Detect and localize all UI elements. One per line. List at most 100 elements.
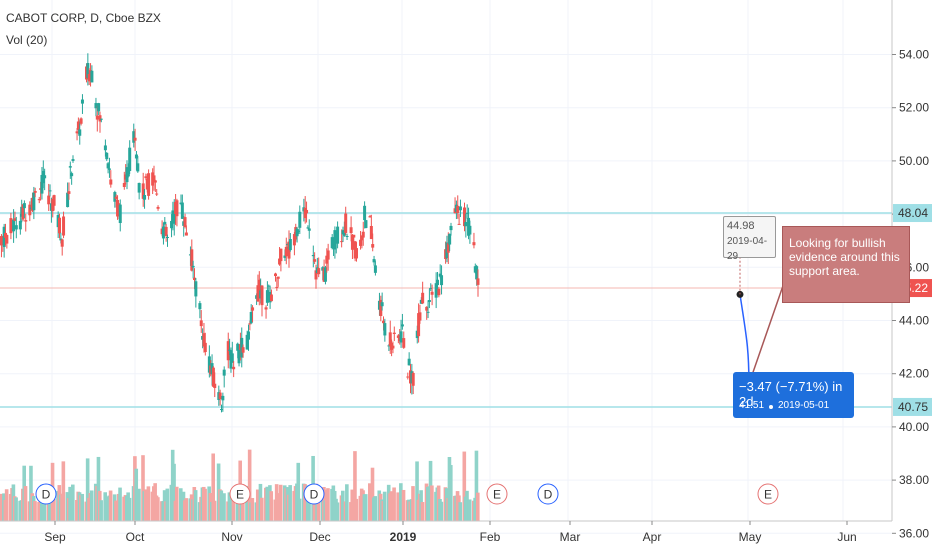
callout-text: Looking for bullish evidence around this…: [789, 236, 900, 278]
candle-body: [32, 192, 36, 211]
candle-body: [152, 175, 156, 182]
candle-body: [71, 159, 75, 161]
candle-body: [134, 154, 138, 159]
candle-body: [295, 228, 299, 237]
earnings-marker-icon[interactable]: [757, 483, 779, 505]
candle-body: [267, 285, 271, 287]
candle-body: [364, 220, 368, 228]
candle-body: [407, 358, 411, 366]
candle-body: [175, 200, 179, 217]
candle-body: [144, 176, 148, 179]
hover-tooltip: 44.98 2019-04-29: [723, 216, 776, 262]
candle-body: [132, 131, 136, 143]
earnings-marker-icon[interactable]: [486, 483, 508, 505]
volume-bar: [118, 487, 122, 521]
candle-body: [458, 206, 462, 211]
candle-body: [388, 332, 392, 347]
measure-change: −3.47 (−7.71%) in 2d: [739, 379, 843, 409]
measure-date: 2019-05-01: [778, 400, 830, 411]
candle-body: [275, 286, 279, 288]
candle-body: [5, 234, 9, 244]
candle-body: [221, 395, 225, 401]
candle-body: [411, 372, 415, 386]
volume-bar: [382, 491, 387, 521]
volume-bar: [392, 487, 396, 521]
volume-bar: [80, 493, 85, 521]
candle-body: [456, 205, 460, 214]
volume-bar: [449, 465, 453, 521]
candle-body: [136, 163, 140, 172]
candle-body: [340, 241, 344, 243]
callout-note[interactable]: Looking for bullish evidence around this…: [782, 226, 910, 303]
candle-body: [372, 259, 376, 263]
volume-bar: [467, 499, 472, 521]
volume-bar: [462, 451, 467, 521]
candle-body: [184, 232, 188, 236]
volume-bar: [23, 486, 28, 521]
candle-body: [363, 205, 367, 221]
earnings-marker-label: E: [764, 488, 772, 502]
candle-body: [269, 294, 273, 302]
candle-body: [70, 173, 74, 177]
dividend-marker-icon[interactable]: [537, 483, 559, 505]
candle-body: [472, 242, 476, 246]
candle-body: [361, 231, 365, 238]
measure-price: 41.51: [739, 400, 765, 411]
candle-body: [166, 236, 169, 238]
volume-bar: [373, 496, 377, 521]
volume-bar: [354, 498, 359, 521]
candle-body: [429, 287, 433, 289]
dividend-marker-icon[interactable]: [303, 483, 325, 505]
volume-bar: [52, 498, 56, 521]
candle-body: [421, 292, 425, 304]
candle-body: [352, 234, 356, 238]
candle-body: [62, 216, 66, 236]
volume-bar: [193, 490, 198, 521]
candle-body: [60, 239, 64, 247]
candle-body: [78, 129, 82, 136]
volume-bar: [401, 489, 406, 521]
candle-body: [355, 248, 358, 259]
price-label-text: 40.75: [898, 400, 928, 414]
candle-body: [368, 216, 372, 218]
candle-body: [449, 225, 453, 231]
volume-bar: [4, 489, 9, 521]
candle-body: [75, 131, 79, 134]
price-label-text: 48.04: [898, 206, 928, 220]
time-tick-label: Nov: [221, 530, 242, 544]
candle-body: [345, 235, 349, 237]
candle-body: [9, 218, 13, 234]
candle-body: [383, 323, 387, 336]
dividend-marker-icon[interactable]: [35, 483, 57, 505]
candle-body: [126, 167, 130, 177]
candle-body: [155, 193, 159, 195]
candle-body: [109, 179, 113, 185]
candle-body: [288, 239, 292, 251]
candle-body: [86, 63, 90, 79]
candle-body: [183, 217, 187, 227]
candle-body: [48, 190, 52, 192]
time-tick-label: Oct: [126, 530, 145, 544]
candle-body: [313, 259, 317, 262]
candle-body: [114, 196, 118, 199]
candle-body: [207, 356, 211, 373]
candle-body: [37, 199, 41, 201]
volume-bar: [146, 486, 151, 521]
candle-body: [326, 250, 330, 260]
candle-body: [106, 163, 110, 169]
candle-body: [107, 168, 111, 170]
candle-body: [163, 221, 167, 225]
price-tick-label: 38.00: [899, 473, 929, 487]
volume-bar: [307, 492, 311, 521]
volume-bar: [335, 502, 340, 521]
candle-body: [425, 306, 429, 311]
volume-bar: [172, 463, 176, 521]
candle-body: [222, 369, 226, 376]
time-tick-label: Jun: [837, 530, 856, 544]
earnings-marker-icon[interactable]: [229, 483, 251, 505]
volume-bar: [363, 494, 368, 521]
candle-body: [141, 183, 145, 199]
candle-body: [298, 211, 302, 228]
volume-bar: [288, 485, 292, 521]
volume-bar: [137, 488, 141, 521]
